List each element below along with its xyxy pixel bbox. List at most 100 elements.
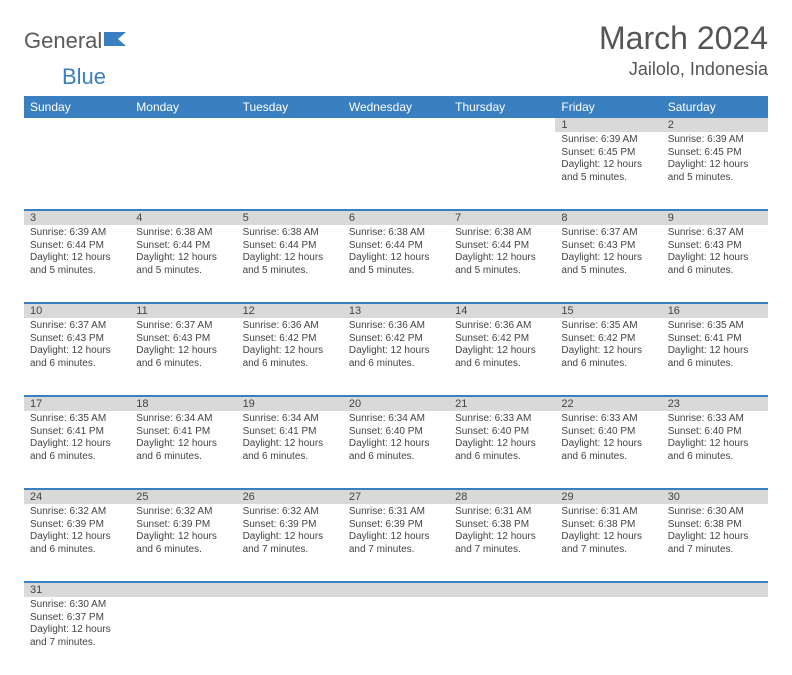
daynum-cell (237, 118, 343, 132)
sunrise-line: Sunrise: 6:35 AM (561, 320, 655, 333)
day-content: Sunrise: 6:38 AMSunset: 6:44 PMDaylight:… (449, 225, 555, 281)
daynum-cell: 10 (24, 303, 130, 318)
daynum-cell: 27 (343, 489, 449, 504)
day-cell: Sunrise: 6:32 AMSunset: 6:39 PMDaylight:… (237, 504, 343, 582)
calendar-table: Sunday Monday Tuesday Wednesday Thursday… (24, 96, 768, 675)
sunset-line: Sunset: 6:38 PM (561, 519, 655, 532)
day-cell: Sunrise: 6:31 AMSunset: 6:38 PMDaylight:… (555, 504, 661, 582)
sunset-line: Sunset: 6:39 PM (136, 519, 230, 532)
sunset-line: Sunset: 6:45 PM (561, 147, 655, 160)
sunset-line: Sunset: 6:42 PM (349, 333, 443, 346)
daynum-cell: 17 (24, 396, 130, 411)
daylight-line: Daylight: 12 hours and 5 minutes. (243, 252, 337, 277)
sunset-line: Sunset: 6:44 PM (30, 240, 124, 253)
sunset-line: Sunset: 6:42 PM (561, 333, 655, 346)
daynum-cell (130, 582, 236, 597)
day-cell (449, 597, 555, 675)
sunset-line: Sunset: 6:41 PM (136, 426, 230, 439)
sunrise-line: Sunrise: 6:39 AM (561, 134, 655, 147)
calendar-body: 12Sunrise: 6:39 AMSunset: 6:45 PMDayligh… (24, 118, 768, 675)
day-content: Sunrise: 6:36 AMSunset: 6:42 PMDaylight:… (343, 318, 449, 374)
daylight-line: Daylight: 12 hours and 6 minutes. (30, 438, 124, 463)
day-content: Sunrise: 6:36 AMSunset: 6:42 PMDaylight:… (449, 318, 555, 374)
sunrise-line: Sunrise: 6:37 AM (561, 227, 655, 240)
day-cell: Sunrise: 6:31 AMSunset: 6:38 PMDaylight:… (449, 504, 555, 582)
sunset-line: Sunset: 6:38 PM (668, 519, 762, 532)
sunrise-line: Sunrise: 6:37 AM (668, 227, 762, 240)
daynum-cell: 26 (237, 489, 343, 504)
day-content: Sunrise: 6:39 AMSunset: 6:44 PMDaylight:… (24, 225, 130, 281)
daynum-cell: 16 (662, 303, 768, 318)
sunrise-line: Sunrise: 6:31 AM (561, 506, 655, 519)
day-cell: Sunrise: 6:38 AMSunset: 6:44 PMDaylight:… (237, 225, 343, 303)
sunrise-line: Sunrise: 6:31 AM (455, 506, 549, 519)
day-cell: Sunrise: 6:36 AMSunset: 6:42 PMDaylight:… (237, 318, 343, 396)
day-cell (662, 597, 768, 675)
daynum-cell: 29 (555, 489, 661, 504)
sunset-line: Sunset: 6:43 PM (136, 333, 230, 346)
daylight-line: Daylight: 12 hours and 6 minutes. (30, 531, 124, 556)
sunrise-line: Sunrise: 6:30 AM (30, 599, 124, 612)
day-cell: Sunrise: 6:34 AMSunset: 6:41 PMDaylight:… (130, 411, 236, 489)
daynum-cell: 28 (449, 489, 555, 504)
daynum-cell: 1 (555, 118, 661, 132)
day-content: Sunrise: 6:33 AMSunset: 6:40 PMDaylight:… (555, 411, 661, 467)
weekday-header: Monday (130, 96, 236, 118)
sunset-line: Sunset: 6:43 PM (30, 333, 124, 346)
day-cell: Sunrise: 6:38 AMSunset: 6:44 PMDaylight:… (343, 225, 449, 303)
sunset-line: Sunset: 6:42 PM (455, 333, 549, 346)
daylight-line: Daylight: 12 hours and 7 minutes. (243, 531, 337, 556)
daynum-cell (449, 582, 555, 597)
daylight-line: Daylight: 12 hours and 6 minutes. (30, 345, 124, 370)
daylight-line: Daylight: 12 hours and 6 minutes. (561, 438, 655, 463)
day-content: Sunrise: 6:39 AMSunset: 6:45 PMDaylight:… (555, 132, 661, 188)
day-cell: Sunrise: 6:37 AMSunset: 6:43 PMDaylight:… (662, 225, 768, 303)
daynum-cell (343, 582, 449, 597)
daylight-line: Daylight: 12 hours and 5 minutes. (668, 159, 762, 184)
day-content: Sunrise: 6:37 AMSunset: 6:43 PMDaylight:… (24, 318, 130, 374)
sunset-line: Sunset: 6:41 PM (668, 333, 762, 346)
sunset-line: Sunset: 6:44 PM (455, 240, 549, 253)
sunrise-line: Sunrise: 6:33 AM (668, 413, 762, 426)
daynum-cell: 3 (24, 210, 130, 225)
daynum-cell: 20 (343, 396, 449, 411)
sunrise-line: Sunrise: 6:36 AM (455, 320, 549, 333)
daylight-line: Daylight: 12 hours and 7 minutes. (455, 531, 549, 556)
day-cell (130, 132, 236, 210)
day-content: Sunrise: 6:39 AMSunset: 6:45 PMDaylight:… (662, 132, 768, 188)
daynum-cell (24, 118, 130, 132)
sunset-line: Sunset: 6:38 PM (455, 519, 549, 532)
sunrise-line: Sunrise: 6:38 AM (349, 227, 443, 240)
daylight-line: Daylight: 12 hours and 5 minutes. (455, 252, 549, 277)
day-cell: Sunrise: 6:34 AMSunset: 6:40 PMDaylight:… (343, 411, 449, 489)
daylight-line: Daylight: 12 hours and 6 minutes. (668, 438, 762, 463)
daynum-cell: 19 (237, 396, 343, 411)
day-content: Sunrise: 6:31 AMSunset: 6:39 PMDaylight:… (343, 504, 449, 560)
brand-part2: Blue (62, 64, 792, 90)
weekday-header-row: Sunday Monday Tuesday Wednesday Thursday… (24, 96, 768, 118)
week-row: Sunrise: 6:37 AMSunset: 6:43 PMDaylight:… (24, 318, 768, 396)
brand-part1: General (24, 28, 102, 54)
sunrise-line: Sunrise: 6:39 AM (30, 227, 124, 240)
daynum-cell (130, 118, 236, 132)
daylight-line: Daylight: 12 hours and 7 minutes. (561, 531, 655, 556)
daynum-cell: 13 (343, 303, 449, 318)
sunrise-line: Sunrise: 6:34 AM (243, 413, 337, 426)
day-content: Sunrise: 6:30 AMSunset: 6:37 PMDaylight:… (24, 597, 130, 653)
daynum-cell: 14 (449, 303, 555, 318)
sunrise-line: Sunrise: 6:36 AM (243, 320, 337, 333)
sunrise-line: Sunrise: 6:35 AM (30, 413, 124, 426)
week-row: Sunrise: 6:39 AMSunset: 6:44 PMDaylight:… (24, 225, 768, 303)
daynum-cell (343, 118, 449, 132)
daynum-row: 10111213141516 (24, 303, 768, 318)
daylight-line: Daylight: 12 hours and 7 minutes. (668, 531, 762, 556)
daynum-cell: 6 (343, 210, 449, 225)
week-row: Sunrise: 6:39 AMSunset: 6:45 PM Daylight:… (24, 132, 768, 210)
day-cell: Sunrise: 6:34 AMSunset: 6:41 PMDaylight:… (237, 411, 343, 489)
sunrise-line: Sunrise: 6:38 AM (455, 227, 549, 240)
sunset-line: Sunset: 6:40 PM (668, 426, 762, 439)
day-content: Sunrise: 6:38 AMSunset: 6:44 PMDaylight:… (130, 225, 236, 281)
daylight-line: Daylight: 12 hours and 6 minutes. (243, 438, 337, 463)
day-cell: Sunrise: 6:36 AMSunset: 6:42 PMDaylight:… (449, 318, 555, 396)
day-content: Sunrise: 6:31 AMSunset: 6:38 PMDaylight:… (555, 504, 661, 560)
